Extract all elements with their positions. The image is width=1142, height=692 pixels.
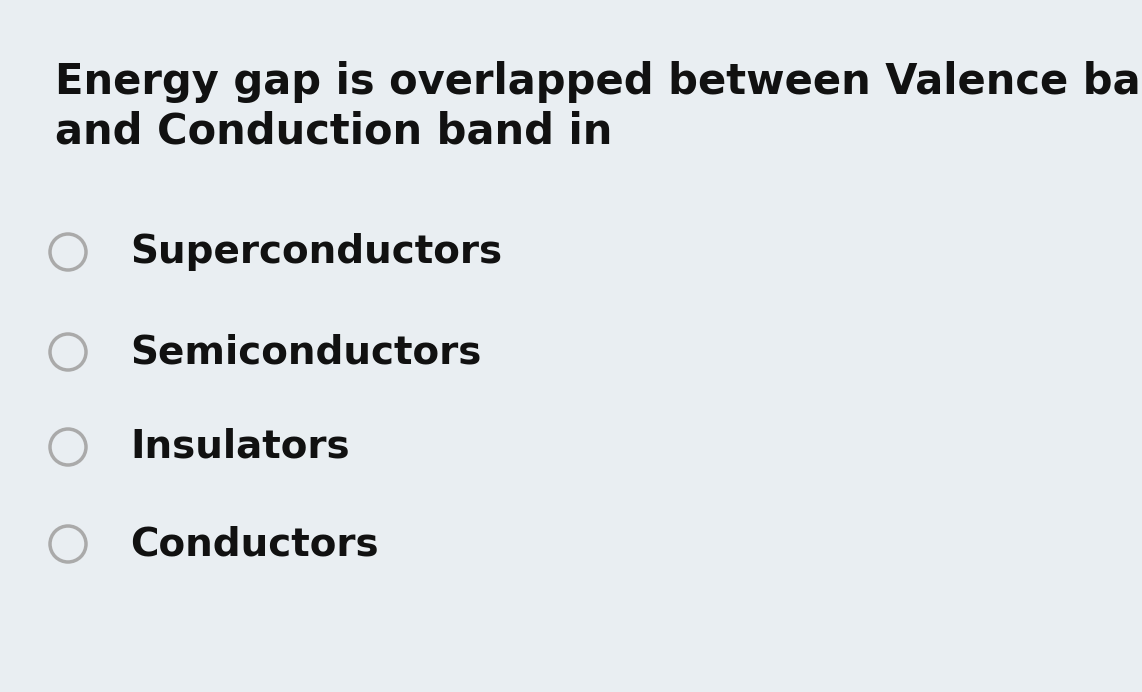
- Text: Energy gap is overlapped between Valence band: Energy gap is overlapped between Valence…: [55, 61, 1142, 103]
- Circle shape: [50, 334, 86, 370]
- Text: and Conduction band in: and Conduction band in: [55, 111, 612, 153]
- Circle shape: [50, 429, 86, 465]
- Circle shape: [50, 234, 86, 270]
- Text: Superconductors: Superconductors: [130, 233, 502, 271]
- Text: Insulators: Insulators: [130, 428, 349, 466]
- Circle shape: [50, 526, 86, 562]
- Text: Semiconductors: Semiconductors: [130, 333, 482, 371]
- Text: Conductors: Conductors: [130, 525, 379, 563]
